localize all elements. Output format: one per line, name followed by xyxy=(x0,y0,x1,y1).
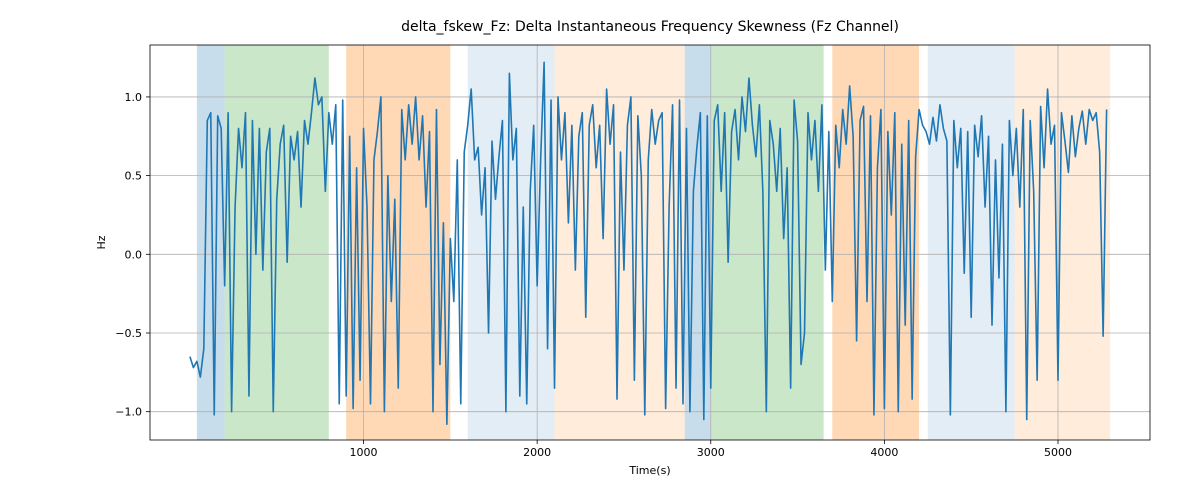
ytick-label: −1.0 xyxy=(115,406,142,419)
xtick-label: 5000 xyxy=(1044,446,1072,459)
ytick-label: 0.0 xyxy=(125,248,143,261)
line-chart: 1000 2000 3000 4000 5000 −1.0 −0.5 0.0 0.5 1.0 Tim… xyxy=(0,0,1200,500)
band xyxy=(197,45,225,440)
xtick-label: 1000 xyxy=(350,446,378,459)
xtick-label: 3000 xyxy=(697,446,725,459)
band xyxy=(928,45,1015,440)
x-axis-label: Time(s) xyxy=(628,464,670,477)
y-axis-label: Hz xyxy=(95,235,108,249)
ytick-label: 1.0 xyxy=(125,91,143,104)
xtick-label: 4000 xyxy=(870,446,898,459)
chart-container: 1000 2000 3000 4000 5000 −1.0 −0.5 0.0 0.5 1.0 Tim… xyxy=(0,0,1200,500)
xtick-label: 2000 xyxy=(523,446,551,459)
chart-title: delta_fskew_Fz: Delta Instantaneous Freq… xyxy=(401,19,899,35)
ytick-label: 0.5 xyxy=(125,170,143,183)
ytick-label: −0.5 xyxy=(115,327,142,340)
